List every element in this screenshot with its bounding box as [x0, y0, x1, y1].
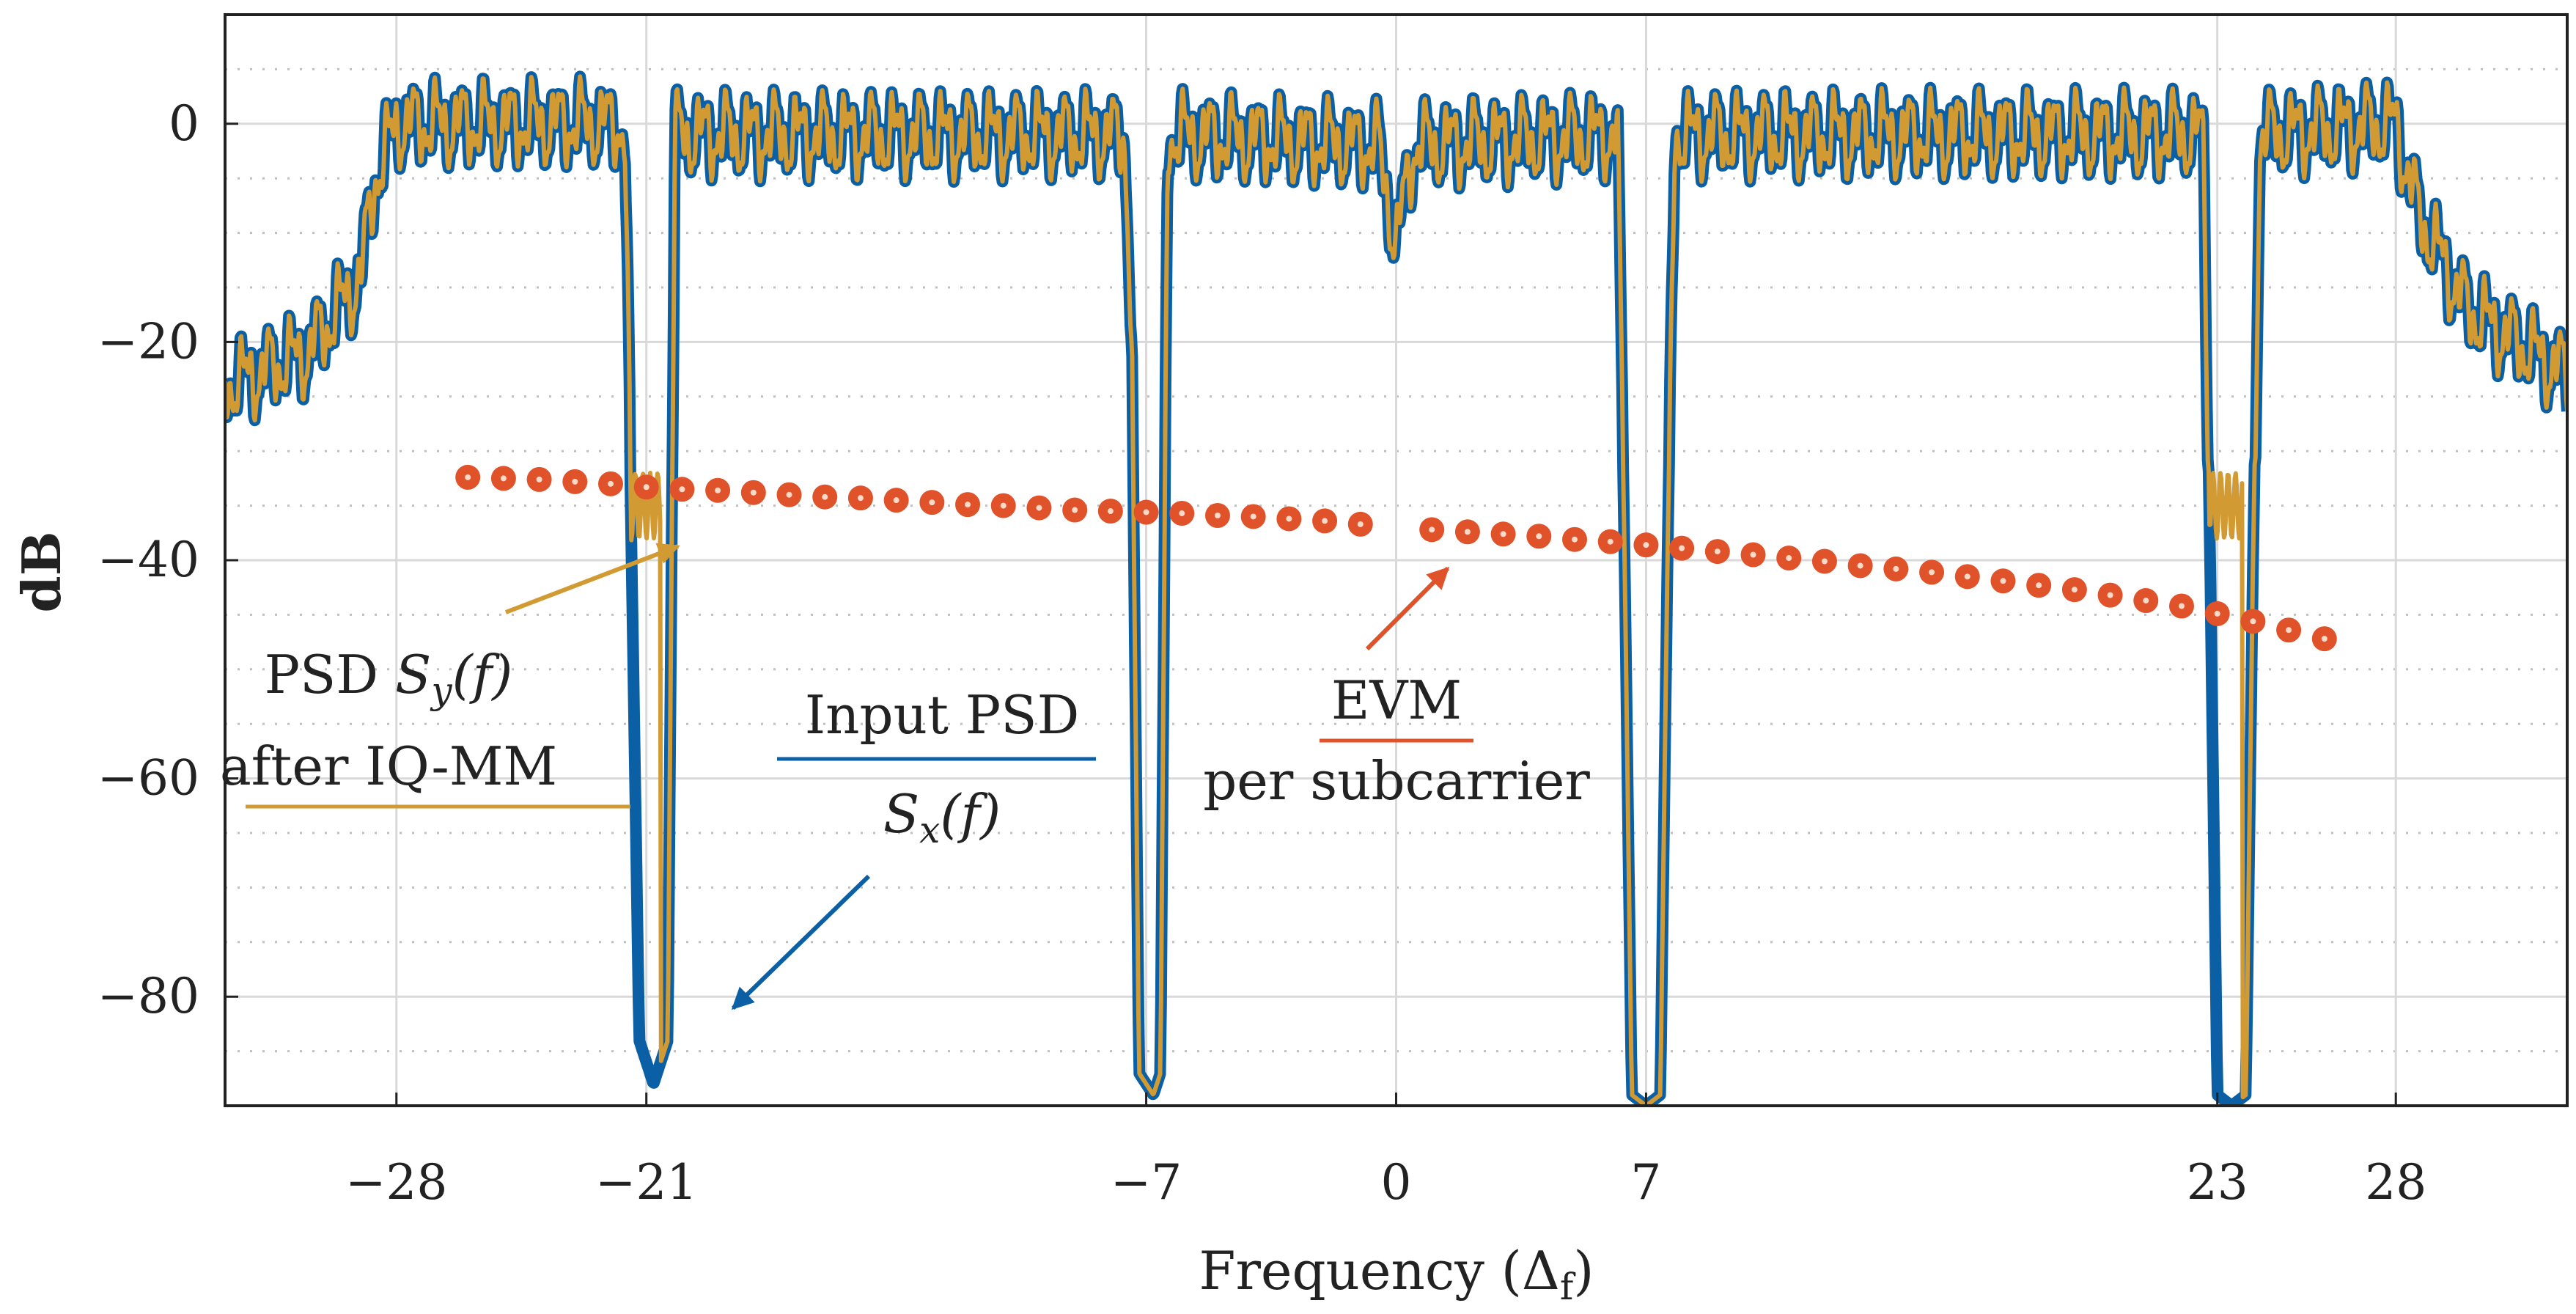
evm-point-center [1679, 545, 1685, 551]
evm-layer [455, 464, 2337, 652]
evm-point-center [2143, 598, 2149, 604]
grid [225, 13, 2567, 1107]
evm-point-center [1214, 512, 1221, 518]
evm-point-center [1179, 510, 1185, 517]
y-tick-label: −80 [97, 968, 199, 1024]
evm-point-center [643, 484, 649, 491]
evm-point-center [2178, 603, 2185, 609]
y-tick-label: −40 [97, 532, 199, 588]
y-tick-label: −20 [97, 313, 199, 370]
evm-point-center [1036, 504, 1042, 511]
evm-point-center [1857, 562, 1863, 569]
evm-point-center [1250, 513, 1256, 520]
input-psd-label-line2: Sx(f) [883, 783, 1001, 851]
y-tick-label: −60 [97, 750, 199, 807]
evm-point-center [822, 493, 828, 500]
x-tick-label: −21 [595, 1154, 697, 1211]
evm-point-center [1821, 558, 1828, 565]
evm-point-center [1500, 531, 1506, 537]
evm-point-center [1143, 509, 1149, 515]
evm-point-center [1357, 521, 1364, 527]
input-psd-label-line1: Input PSD [805, 684, 1080, 746]
psd-y-label-line2: after IQ-MM [220, 735, 557, 797]
evm-point-center [857, 495, 864, 502]
y-tick-label: 0 [169, 95, 199, 152]
evm-point-center [1786, 555, 1792, 562]
evm-point-center [1893, 565, 1899, 572]
evm-point-center [1607, 538, 1613, 545]
evm-point-center [1322, 518, 1328, 524]
evm-point-center [500, 475, 507, 482]
evm-point-center [2250, 618, 2256, 625]
evm-point-center [929, 499, 935, 506]
y-axis-label: dB [10, 531, 73, 612]
input-psd-arrow [731, 874, 871, 1010]
series-layer [225, 70, 2567, 1106]
evm-point-center [965, 502, 971, 508]
ticks: −28 −21 −7 0 7 23 28 0 −20 −40 −60 −80 [97, 95, 2427, 1211]
x-tick-label: 28 [2365, 1154, 2426, 1211]
evm-point-center [679, 486, 685, 493]
evm-point-center [1572, 536, 1578, 543]
x-tick-label: −7 [1111, 1154, 1182, 1211]
evm-point-center [1750, 551, 1756, 558]
evm-point-center [608, 480, 614, 487]
evm-point-center [465, 474, 471, 480]
evm-label-line1: EVM [1331, 669, 1462, 731]
x-tick-label: 23 [2187, 1154, 2248, 1211]
evm-point-center [715, 487, 721, 493]
x-tick-label: 7 [1630, 1154, 1661, 1211]
x-tick-label: −28 [345, 1154, 447, 1211]
annotation-evm: EVM per subcarrier [1203, 566, 1590, 812]
annotation-psd-y: PSD Sy(f) after IQ-MM [220, 543, 680, 809]
evm-point-center [1000, 502, 1007, 509]
evm-point-center [2286, 627, 2292, 634]
annotation-input-psd: Input PSD Sx(f) [731, 684, 1096, 1010]
x-axis-label: Frequency (Δf) [1199, 1240, 1594, 1308]
evm-point-center [572, 478, 578, 485]
evm-point-center [1929, 569, 1935, 576]
evm-point-center [750, 489, 757, 496]
evm-point-center [2321, 636, 2327, 642]
psd-y-label-line1: PSD Sy(f) [265, 644, 513, 712]
evm-point-center [1643, 542, 1649, 548]
evm-point-center [536, 476, 542, 482]
evm-point-center [1536, 533, 1542, 540]
evm-point-center [1714, 548, 1721, 555]
evm-label-line2: per subcarrier [1203, 750, 1590, 812]
evm-point-center [1072, 507, 1078, 513]
evm-point-center [2107, 592, 2113, 598]
evm-point-center [1964, 573, 1970, 580]
evm-point-center [1464, 529, 1471, 535]
evm-point-center [1107, 508, 1114, 515]
evm-point-center [1286, 515, 1292, 522]
x-tick-label: 0 [1381, 1154, 1412, 1211]
evm-point-center [1429, 526, 1435, 533]
evm-point-center [2071, 587, 2078, 593]
evm-arrow [1365, 566, 1450, 651]
output-psd-line [225, 74, 2567, 1106]
evm-point-center [2000, 578, 2006, 584]
evm-point-center [786, 491, 792, 498]
evm-point-center [893, 497, 899, 504]
evm-point-center [2036, 582, 2042, 589]
psd-y-arrow [504, 543, 680, 614]
evm-point-center [2214, 610, 2220, 617]
